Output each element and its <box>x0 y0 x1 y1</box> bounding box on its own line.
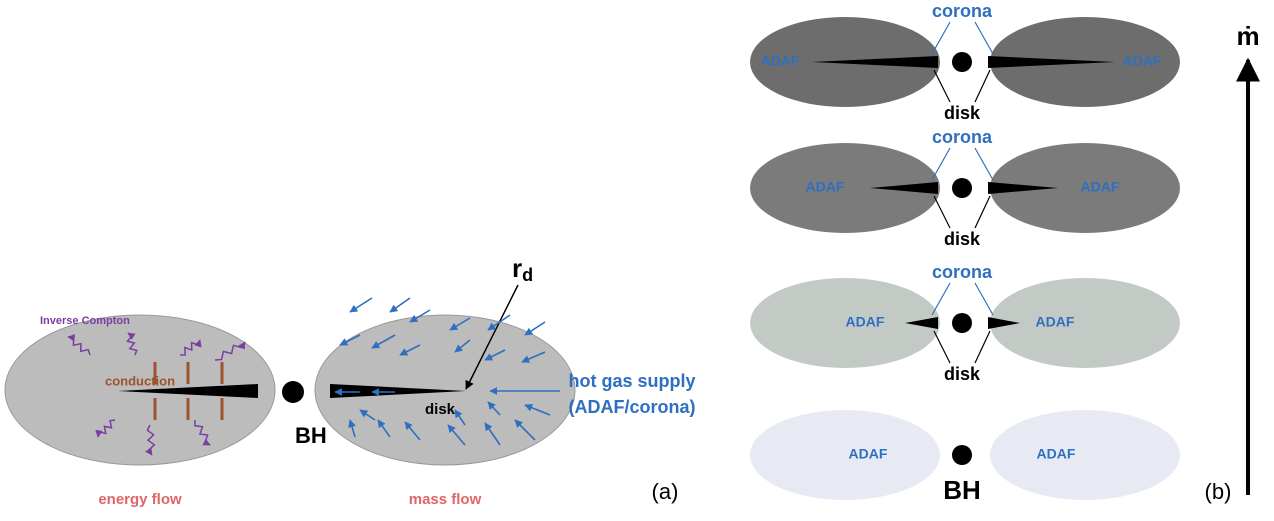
label: (ADAF/corona) <box>569 397 696 417</box>
label: disk <box>425 401 456 418</box>
label: disk <box>944 103 981 123</box>
diagram: Inverse Compton conduction BH rd disk ho… <box>0 0 1274 516</box>
label: hot gas supply <box>568 371 695 391</box>
pointer <box>975 331 990 363</box>
symbol: r <box>512 253 522 283</box>
label: mass flow <box>409 491 482 508</box>
black-hole <box>952 178 972 198</box>
label: ADAF <box>1037 446 1076 462</box>
pointer <box>934 196 950 228</box>
label: ADAF <box>846 314 885 330</box>
label: ADAF <box>849 446 888 462</box>
pointer <box>975 70 990 102</box>
label: rd <box>512 253 533 285</box>
label: BH <box>295 423 327 448</box>
pointer <box>932 283 950 315</box>
pointer <box>975 283 993 315</box>
label: disk <box>944 364 981 384</box>
label: ṁ <box>1236 21 1259 51</box>
label: (a) <box>652 479 679 504</box>
label: (b) <box>1205 479 1232 504</box>
label: disk <box>944 229 981 249</box>
label: corona <box>932 127 993 147</box>
label: conduction <box>105 373 175 388</box>
label: ADAF <box>1036 314 1075 330</box>
label: corona <box>932 262 993 282</box>
flow-arrow <box>390 298 410 312</box>
label: ADAF <box>1081 179 1120 195</box>
label: ADAF <box>1123 53 1162 69</box>
black-hole <box>952 313 972 333</box>
adaf-region <box>990 410 1180 500</box>
pointer <box>975 22 993 54</box>
label: ADAF <box>761 53 800 69</box>
flow-arrow <box>525 322 545 335</box>
subscript: d <box>522 265 533 285</box>
pointer <box>934 70 950 102</box>
pointer <box>975 148 993 180</box>
pointer <box>932 148 950 180</box>
pointer <box>975 196 990 228</box>
label: energy flow <box>98 491 182 508</box>
black-hole <box>952 52 972 72</box>
pointer <box>932 22 950 54</box>
label: ADAF <box>806 179 845 195</box>
flow-arrow <box>350 298 372 312</box>
label: corona <box>932 1 993 21</box>
panel-b: ṁ BH (b) ADAF ADAF corona disk ADAF ADAF coron… <box>750 1 1260 505</box>
label: Inverse Compton <box>40 315 130 327</box>
black-hole <box>282 381 304 403</box>
pointer <box>934 331 950 363</box>
black-hole <box>952 445 972 465</box>
adaf-region <box>750 410 940 500</box>
label: BH <box>943 475 981 505</box>
panel-a: Inverse Compton conduction BH rd disk ho… <box>5 253 696 508</box>
